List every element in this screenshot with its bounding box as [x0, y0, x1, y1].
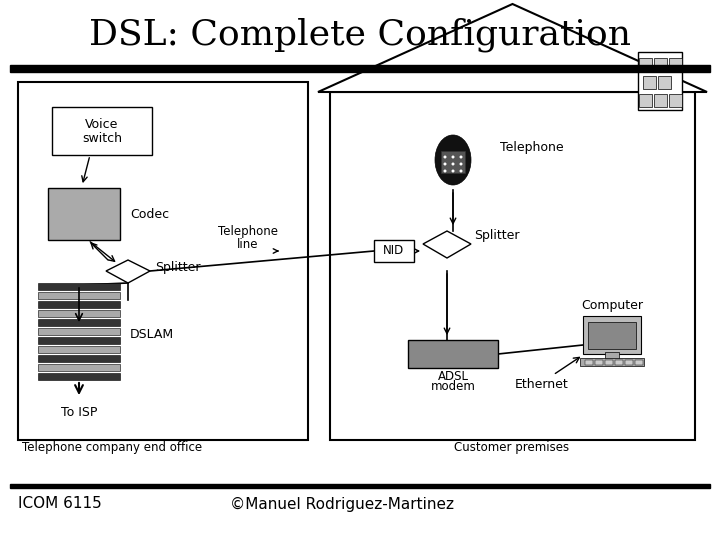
- Bar: [52, 107, 152, 155]
- Bar: [658, 76, 671, 89]
- Circle shape: [451, 156, 454, 159]
- Text: ICOM 6115: ICOM 6115: [18, 496, 102, 511]
- Bar: [374, 240, 414, 262]
- Bar: [330, 92, 695, 440]
- Bar: [38, 301, 120, 308]
- Text: Telephone: Telephone: [218, 226, 278, 239]
- Bar: [580, 358, 644, 366]
- Circle shape: [444, 156, 446, 159]
- Polygon shape: [106, 260, 150, 283]
- Bar: [654, 94, 667, 107]
- Text: Ethernet: Ethernet: [515, 379, 569, 392]
- Bar: [441, 151, 465, 173]
- Bar: [38, 355, 120, 362]
- Text: line: line: [238, 238, 258, 251]
- Text: Customer premises: Customer premises: [454, 442, 570, 455]
- Text: Telephone: Telephone: [500, 141, 564, 154]
- Bar: [38, 319, 120, 326]
- Bar: [38, 328, 120, 335]
- Bar: [669, 58, 682, 71]
- Text: NID: NID: [383, 245, 405, 258]
- Bar: [10, 484, 710, 488]
- Circle shape: [459, 163, 462, 165]
- Text: Codec: Codec: [130, 207, 169, 220]
- Bar: [18, 82, 308, 440]
- Circle shape: [451, 163, 454, 165]
- Text: modem: modem: [431, 381, 475, 394]
- Bar: [635, 360, 643, 365]
- Bar: [38, 373, 120, 380]
- Bar: [38, 310, 120, 317]
- Text: Voice: Voice: [85, 118, 119, 132]
- Bar: [408, 340, 498, 368]
- Text: Splitter: Splitter: [155, 261, 200, 274]
- Bar: [638, 52, 682, 110]
- Bar: [10, 65, 710, 72]
- Circle shape: [444, 170, 446, 172]
- Bar: [38, 346, 120, 353]
- Bar: [588, 322, 636, 349]
- Text: Telephone company end office: Telephone company end office: [22, 442, 202, 455]
- Text: ADSL: ADSL: [438, 369, 469, 382]
- Ellipse shape: [435, 135, 471, 185]
- Circle shape: [459, 156, 462, 159]
- Bar: [605, 352, 619, 359]
- Polygon shape: [318, 4, 707, 92]
- Text: DSLAM: DSLAM: [130, 328, 174, 341]
- Circle shape: [459, 170, 462, 172]
- Text: Splitter: Splitter: [474, 228, 520, 241]
- Bar: [48, 188, 120, 240]
- Circle shape: [451, 170, 454, 172]
- Bar: [615, 360, 623, 365]
- Bar: [605, 360, 613, 365]
- Text: To ISP: To ISP: [60, 407, 97, 420]
- Bar: [583, 316, 641, 354]
- Text: ©Manuel Rodriguez-Martinez: ©Manuel Rodriguez-Martinez: [230, 496, 454, 511]
- Text: switch: switch: [82, 132, 122, 145]
- Bar: [639, 94, 652, 107]
- Bar: [595, 360, 603, 365]
- Bar: [639, 58, 652, 71]
- Circle shape: [444, 163, 446, 165]
- Bar: [654, 58, 667, 71]
- Bar: [643, 76, 656, 89]
- Bar: [585, 360, 593, 365]
- Bar: [38, 283, 120, 290]
- Text: Computer: Computer: [581, 300, 643, 313]
- Polygon shape: [423, 231, 471, 258]
- Text: DSL: Complete Configuration: DSL: Complete Configuration: [89, 18, 631, 52]
- Bar: [625, 360, 633, 365]
- Bar: [38, 337, 120, 344]
- Bar: [38, 364, 120, 371]
- Bar: [38, 292, 120, 299]
- Bar: [669, 94, 682, 107]
